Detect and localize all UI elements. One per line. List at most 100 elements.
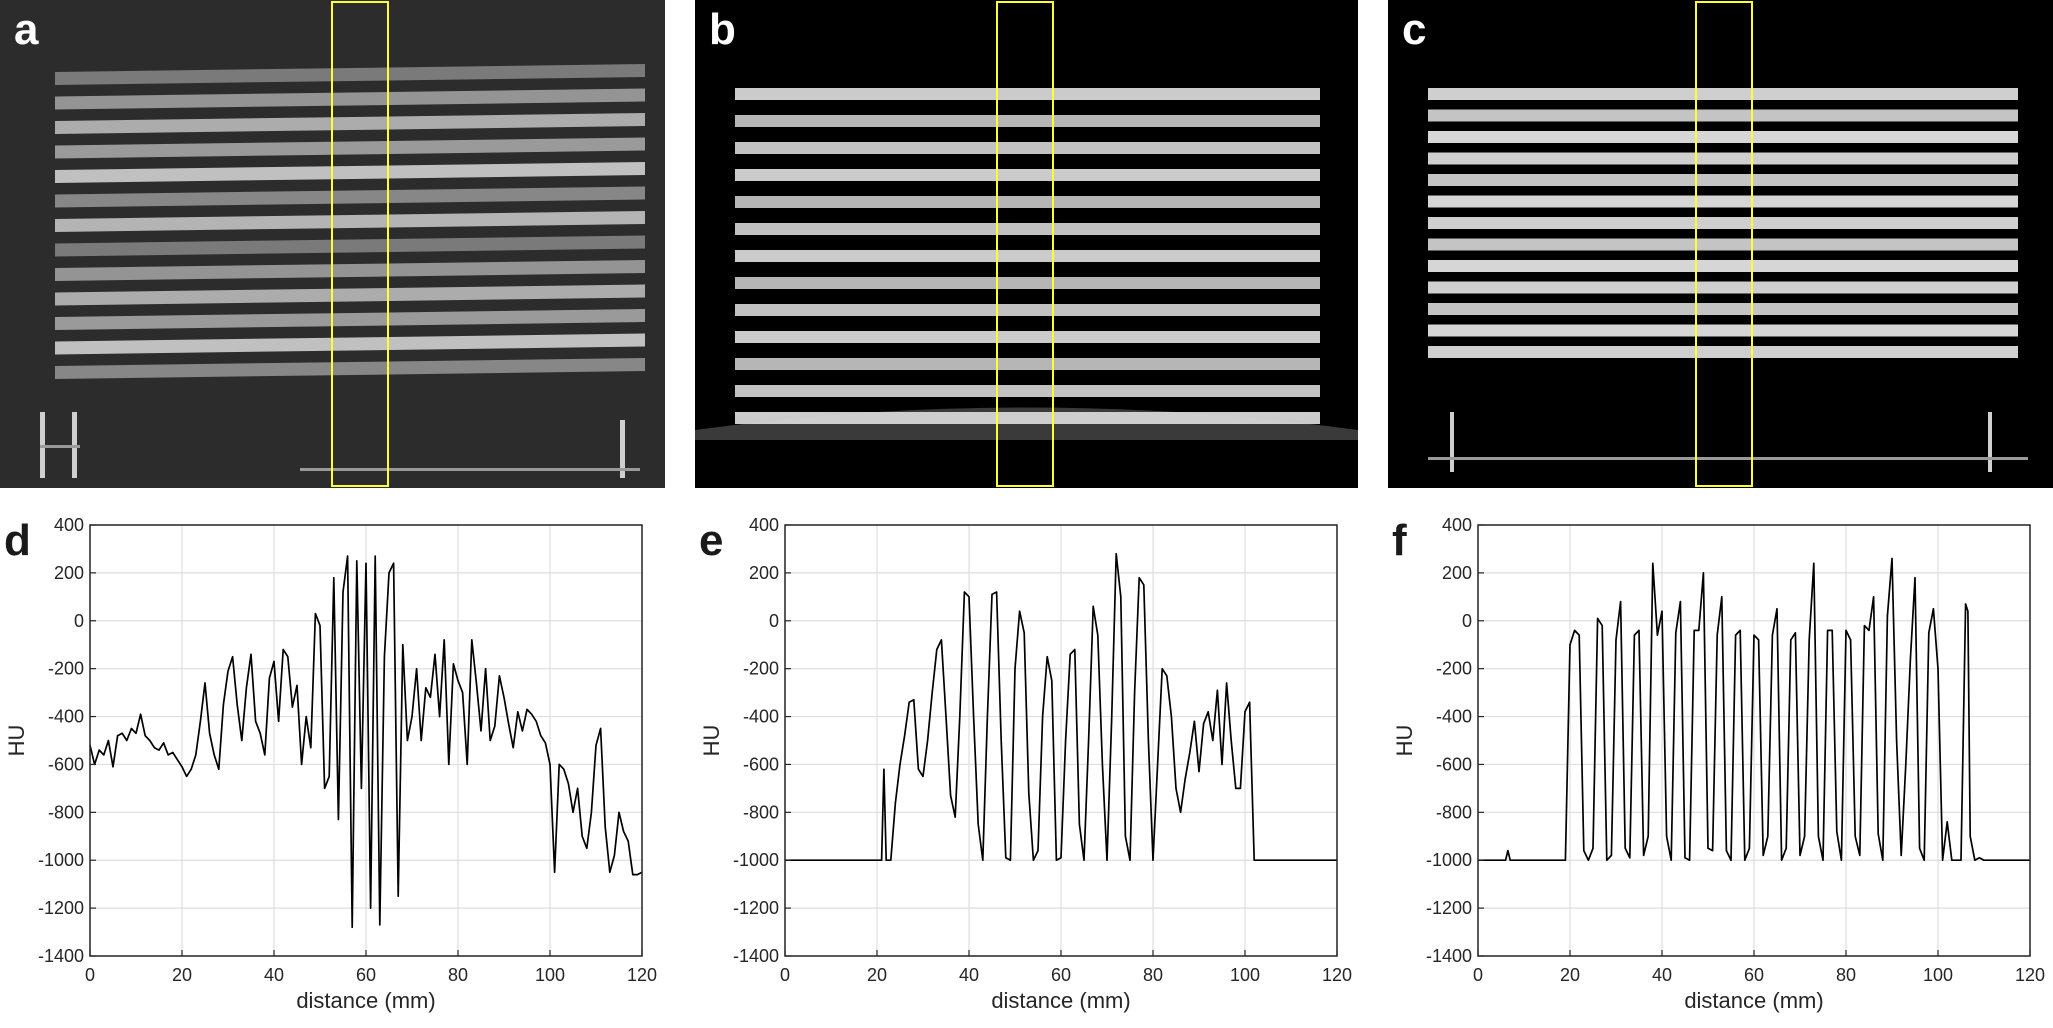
data-point	[1942, 859, 1944, 861]
data-point	[1877, 833, 1879, 835]
x-tick-label: 20	[172, 965, 192, 985]
data-point	[425, 687, 427, 689]
data-point	[1564, 859, 1566, 861]
phantom-bar	[1428, 281, 2018, 294]
data-point	[1670, 859, 1672, 861]
data-point	[130, 727, 132, 730]
data-point	[443, 639, 445, 641]
y-tick-label: -400	[1436, 707, 1472, 727]
x-tick-label: 40	[959, 965, 979, 985]
support-rail	[300, 468, 640, 471]
data-point	[1005, 857, 1007, 859]
data-point	[521, 730, 524, 732]
data-point	[319, 624, 321, 627]
data-point	[1932, 608, 1934, 610]
x-tick-label: 120	[2015, 965, 2045, 985]
data-point	[1074, 648, 1076, 651]
y-tick-label: -800	[743, 802, 779, 822]
data-point	[1111, 720, 1113, 722]
data-point	[945, 715, 947, 718]
phantom-bar	[1428, 260, 2018, 272]
data-point	[1896, 739, 1898, 742]
data-point	[636, 873, 639, 876]
data-point	[936, 648, 938, 651]
ct-image-panel-c: c	[1388, 0, 2053, 488]
data-point	[1758, 639, 1760, 641]
data-point	[600, 727, 602, 730]
data-point	[462, 692, 464, 694]
data-point	[1069, 653, 1071, 655]
y-tick-label: 0	[74, 611, 84, 631]
data-point	[1905, 763, 1907, 766]
data-point	[883, 768, 885, 770]
data-point	[1088, 739, 1090, 742]
y-tick-label: -400	[48, 707, 84, 727]
data-point	[1157, 763, 1159, 766]
data-point	[609, 871, 611, 873]
data-point	[1106, 859, 1108, 861]
data-point	[604, 826, 606, 828]
data-point	[457, 680, 459, 682]
data-point	[1507, 850, 1509, 852]
y-tick-label: -600	[48, 754, 84, 774]
data-point	[494, 725, 496, 727]
phantom-bar	[55, 260, 645, 281]
data-point	[991, 593, 993, 596]
data-point	[908, 701, 910, 703]
data-point	[1129, 859, 1131, 861]
data-point	[1226, 682, 1228, 684]
data-point	[1868, 629, 1870, 631]
data-point	[1569, 644, 1571, 646]
data-point	[1730, 859, 1732, 861]
y-tick-label: 400	[1442, 515, 1472, 535]
data-point	[439, 715, 441, 718]
data-point	[618, 811, 620, 813]
data-point	[305, 715, 307, 718]
data-point	[393, 562, 395, 564]
data-point	[1850, 639, 1852, 641]
data-point	[1863, 624, 1865, 627]
data-point	[1854, 835, 1856, 837]
y-tick-label: -1400	[1426, 946, 1472, 966]
data-point	[1845, 629, 1847, 631]
data-point	[448, 763, 450, 766]
data-point	[1946, 821, 1948, 823]
data-point	[232, 656, 234, 658]
data-point	[1629, 857, 1631, 859]
data-point	[333, 577, 335, 579]
data-point	[894, 802, 896, 804]
data-point	[1624, 847, 1626, 849]
data-point	[1023, 632, 1025, 634]
phantom-bar	[735, 88, 1320, 100]
phantom-bar	[1428, 346, 2018, 358]
data-point	[1574, 629, 1576, 631]
data-point	[517, 711, 519, 713]
data-point	[1216, 689, 1218, 691]
data-point	[1028, 792, 1030, 794]
data-point	[241, 739, 243, 742]
data-point	[117, 735, 119, 737]
data-point	[1078, 823, 1080, 825]
phantom-bar	[735, 223, 1320, 235]
data-point	[397, 895, 399, 897]
data-point	[885, 859, 887, 861]
roi-rectangle	[996, 1, 1054, 487]
phantom-bar	[735, 169, 1320, 181]
data-point	[1684, 857, 1686, 859]
data-point	[1882, 859, 1884, 861]
phantom-bar	[735, 331, 1320, 343]
data-point	[1909, 658, 1911, 660]
data-point	[1189, 751, 1191, 754]
data-point	[963, 591, 965, 593]
data-point	[1817, 835, 1819, 837]
data-point	[1152, 859, 1154, 861]
phantom-bar	[1428, 238, 2018, 251]
data-point	[531, 713, 533, 715]
data-point	[278, 720, 280, 722]
data-point	[1661, 610, 1663, 612]
data-point	[227, 670, 229, 672]
data-point	[250, 653, 252, 655]
data-point	[563, 768, 565, 770]
data-point	[1656, 634, 1658, 636]
data-point	[1983, 859, 1985, 861]
